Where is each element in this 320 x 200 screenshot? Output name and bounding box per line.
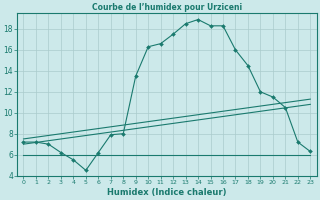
Title: Courbe de l’humidex pour Urziceni: Courbe de l’humidex pour Urziceni bbox=[92, 3, 242, 12]
X-axis label: Humidex (Indice chaleur): Humidex (Indice chaleur) bbox=[107, 188, 227, 197]
